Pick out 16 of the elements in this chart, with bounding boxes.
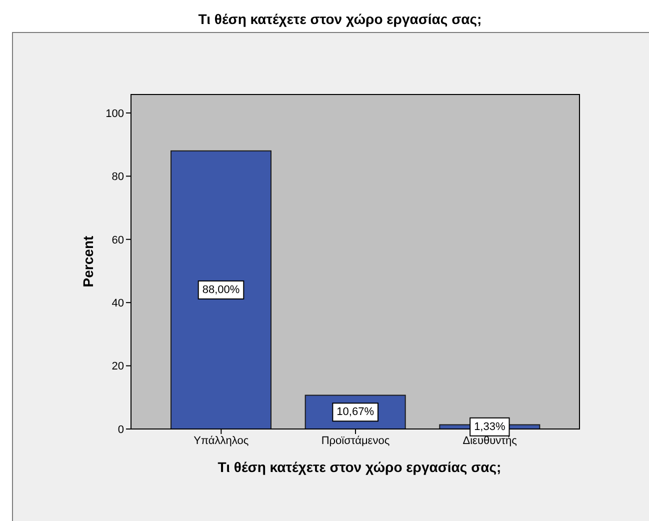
y-tick-label: 80 (112, 171, 124, 184)
data-label: 10,67% (336, 406, 374, 418)
y-axis-title: Percent (80, 235, 96, 288)
x-axis-title: Τι θέση κατέχετε στον χώρο εργασίας σας; (218, 459, 502, 475)
x-tick-label: Υπάλληλος (194, 434, 249, 447)
data-label: 1,33% (474, 420, 506, 433)
y-tick-label: 100 (106, 108, 124, 120)
x-tick-label: Προϊστάμενος (321, 434, 390, 447)
bar (170, 150, 272, 429)
data-label: 88,00% (202, 284, 240, 296)
y-tick-label: 20 (112, 360, 124, 373)
chart-title: Τι θέση κατέχετε στον χώρο εργασίας σας; (197, 11, 483, 27)
y-tick-label: 40 (112, 297, 124, 310)
y-tick-label: 0 (118, 424, 124, 436)
x-tick-label: Διευθυντής (462, 434, 517, 447)
y-tick-label: 60 (112, 234, 124, 246)
